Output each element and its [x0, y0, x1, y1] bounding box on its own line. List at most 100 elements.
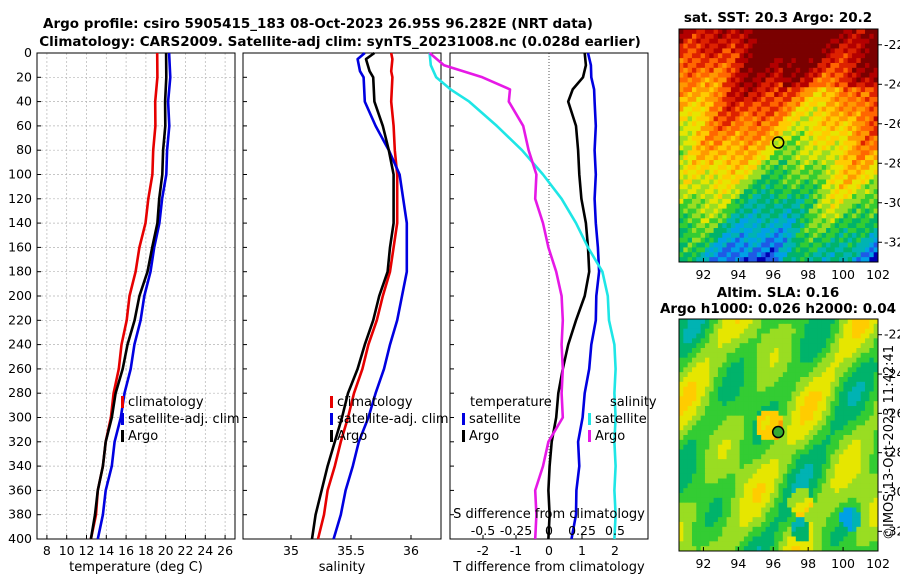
map-cell [739, 184, 745, 190]
map-cell [769, 381, 775, 388]
map-cell [687, 439, 693, 446]
map-cell [860, 257, 866, 263]
map-cell [847, 121, 853, 127]
map-cell [774, 468, 779, 475]
map-cell [800, 459, 805, 465]
s-axis-label: S difference from climatology [453, 507, 645, 522]
map-cell [817, 242, 823, 248]
map-cell [756, 145, 762, 151]
map-cell [856, 381, 862, 388]
map-cell [804, 29, 810, 35]
map-cell [808, 223, 814, 229]
map-cell [830, 478, 836, 484]
map-cell [804, 377, 810, 383]
map-cell [817, 43, 823, 49]
map-cell [852, 522, 857, 528]
map-cell [722, 415, 727, 421]
map-cell [860, 488, 866, 494]
map-cell [696, 218, 702, 224]
map-cell [839, 140, 844, 146]
map-cell [687, 140, 693, 146]
map-cell [778, 77, 784, 83]
map-cell [804, 96, 810, 103]
map-cell [700, 189, 706, 195]
map-cell [679, 140, 684, 146]
map-cell [700, 512, 706, 518]
map-cell [730, 464, 736, 470]
map-cell [782, 179, 788, 185]
map-cell [834, 106, 840, 112]
map-cell [691, 343, 697, 349]
map-cell [765, 150, 771, 156]
map-cell [730, 33, 736, 40]
map-cell [713, 381, 719, 388]
map-cell [709, 541, 715, 547]
map-cell [852, 343, 857, 349]
map-cell [696, 357, 702, 363]
map-cell [709, 130, 715, 137]
map-cell [847, 247, 853, 253]
map-cell [691, 323, 697, 330]
map-cell [843, 507, 849, 513]
map-cell [679, 439, 684, 446]
map-cell [774, 367, 779, 373]
map-cell [826, 38, 831, 44]
map-cell [704, 410, 710, 417]
map-cell [679, 517, 684, 523]
map-cell [852, 488, 857, 494]
map-cell [808, 67, 814, 74]
map-cell [782, 135, 788, 142]
map-cell [761, 48, 766, 54]
map-cell [765, 372, 771, 378]
map-cell [813, 396, 818, 402]
map-cell [726, 101, 732, 108]
map-cell [817, 541, 823, 547]
map-cell [800, 435, 805, 441]
map-cell [726, 377, 732, 383]
map-cell [834, 58, 840, 64]
map-cell [709, 77, 715, 83]
map-cell [756, 497, 762, 504]
map-cell [774, 189, 779, 195]
map-cell [830, 338, 836, 344]
map-cell [687, 174, 693, 180]
map-cell [761, 546, 766, 552]
map-cell [683, 512, 689, 518]
map-cell [843, 478, 849, 484]
map-cell [795, 33, 801, 40]
map-cell [869, 174, 875, 180]
map-cell [839, 468, 844, 475]
map-cell [873, 396, 879, 402]
map-cell [791, 111, 797, 117]
map-cell [795, 257, 801, 263]
map-cell [726, 130, 732, 137]
map-cell [782, 430, 788, 436]
map-cell [748, 435, 753, 441]
map-cell [774, 459, 779, 465]
map-cell [748, 323, 753, 330]
map-cell [769, 228, 775, 234]
map-cell [873, 522, 879, 528]
map-cell [765, 522, 771, 528]
map-cell [769, 247, 775, 253]
map-cell [722, 237, 727, 243]
map-cell [761, 257, 766, 263]
map-cell [739, 517, 745, 523]
map-cell [795, 92, 801, 98]
map-cell [696, 352, 702, 359]
map-cell [769, 58, 775, 64]
map-cell [795, 425, 801, 431]
map-cell [826, 53, 831, 59]
map-cell [856, 247, 862, 253]
map-cell [800, 493, 805, 499]
map-cell [778, 459, 784, 465]
map-cell [813, 328, 818, 334]
map-cell [804, 101, 810, 108]
map-cell [826, 237, 831, 243]
map-cell [791, 121, 797, 127]
map-cell [817, 401, 823, 407]
map-cell [865, 473, 870, 479]
map-cell [782, 343, 788, 349]
map-cell [817, 410, 823, 417]
